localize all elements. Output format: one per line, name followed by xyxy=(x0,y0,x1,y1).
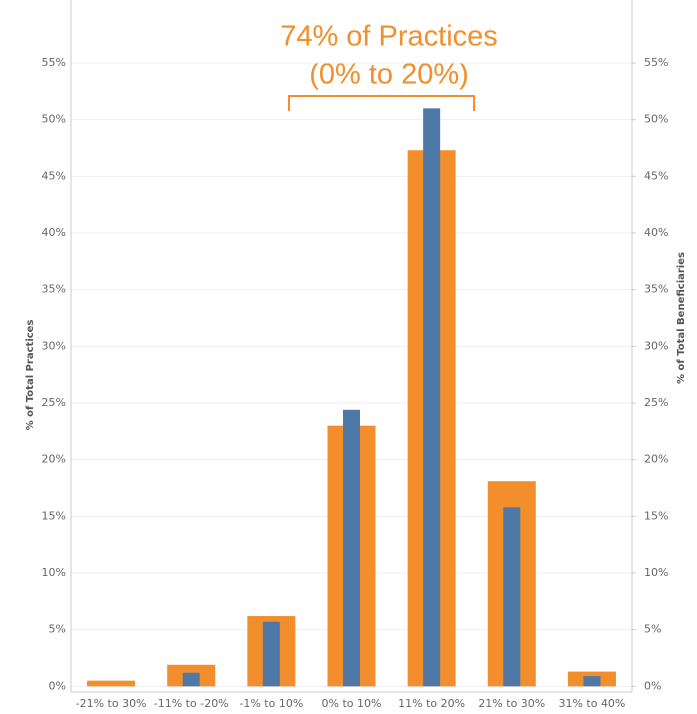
y-tick-label: 40% xyxy=(42,226,66,239)
bar xyxy=(343,409,360,687)
y2-tick-label: 25% xyxy=(644,396,668,409)
y-tick-label: 25% xyxy=(42,396,66,409)
y-tick-label: 15% xyxy=(42,509,66,522)
bar xyxy=(503,507,521,687)
y2-tick-label: 35% xyxy=(644,283,668,296)
x-tick-label: 21% to 30% xyxy=(478,697,545,710)
x-tick-label: 0% to 10% xyxy=(322,697,382,710)
y2-axis-label: % of Total Beneficiaries xyxy=(676,252,687,384)
y-tick-label: 0% xyxy=(49,679,66,692)
bracket xyxy=(288,95,475,111)
bar xyxy=(583,676,601,687)
annotation: 74% of Practices xyxy=(280,21,498,53)
y2-tick-label: 30% xyxy=(644,339,668,352)
annotation: (0% to 20%) xyxy=(309,59,469,91)
x-tick-label: 11% to 20% xyxy=(398,697,465,710)
y-axis-label: % of Total Practices xyxy=(25,320,36,431)
y2-tick-label: 20% xyxy=(644,453,668,466)
y2-tick-label: 5% xyxy=(644,623,661,636)
bar xyxy=(423,108,441,687)
x-tick-label: 31% to 40% xyxy=(558,697,625,710)
x-tick-label: -1% to 10% xyxy=(239,697,303,710)
y-tick-label: 10% xyxy=(42,566,66,579)
y2-tick-label: 0% xyxy=(644,679,661,692)
bar xyxy=(262,621,280,687)
y2-tick-label: 40% xyxy=(644,226,668,239)
bar xyxy=(87,680,136,687)
y2-tick-label: 15% xyxy=(644,509,668,522)
y-tick-label: 55% xyxy=(42,56,66,69)
x-tick-label: -11% to -20% xyxy=(154,697,229,710)
y-tick-label: 45% xyxy=(42,169,66,182)
y2-tick-label: 45% xyxy=(644,169,668,182)
y-tick-label: 35% xyxy=(42,283,66,296)
y2-tick-label: 50% xyxy=(644,113,668,126)
y-tick-label: 20% xyxy=(42,453,66,466)
y2-tick-label: 55% xyxy=(644,56,668,69)
y2-tick-label: 10% xyxy=(644,566,668,579)
y-tick-label: 30% xyxy=(42,339,66,352)
y-tick-label: 50% xyxy=(42,113,66,126)
bar xyxy=(182,672,200,687)
x-tick-label: -21% to 30% xyxy=(76,697,147,710)
y-tick-label: 5% xyxy=(49,623,66,636)
